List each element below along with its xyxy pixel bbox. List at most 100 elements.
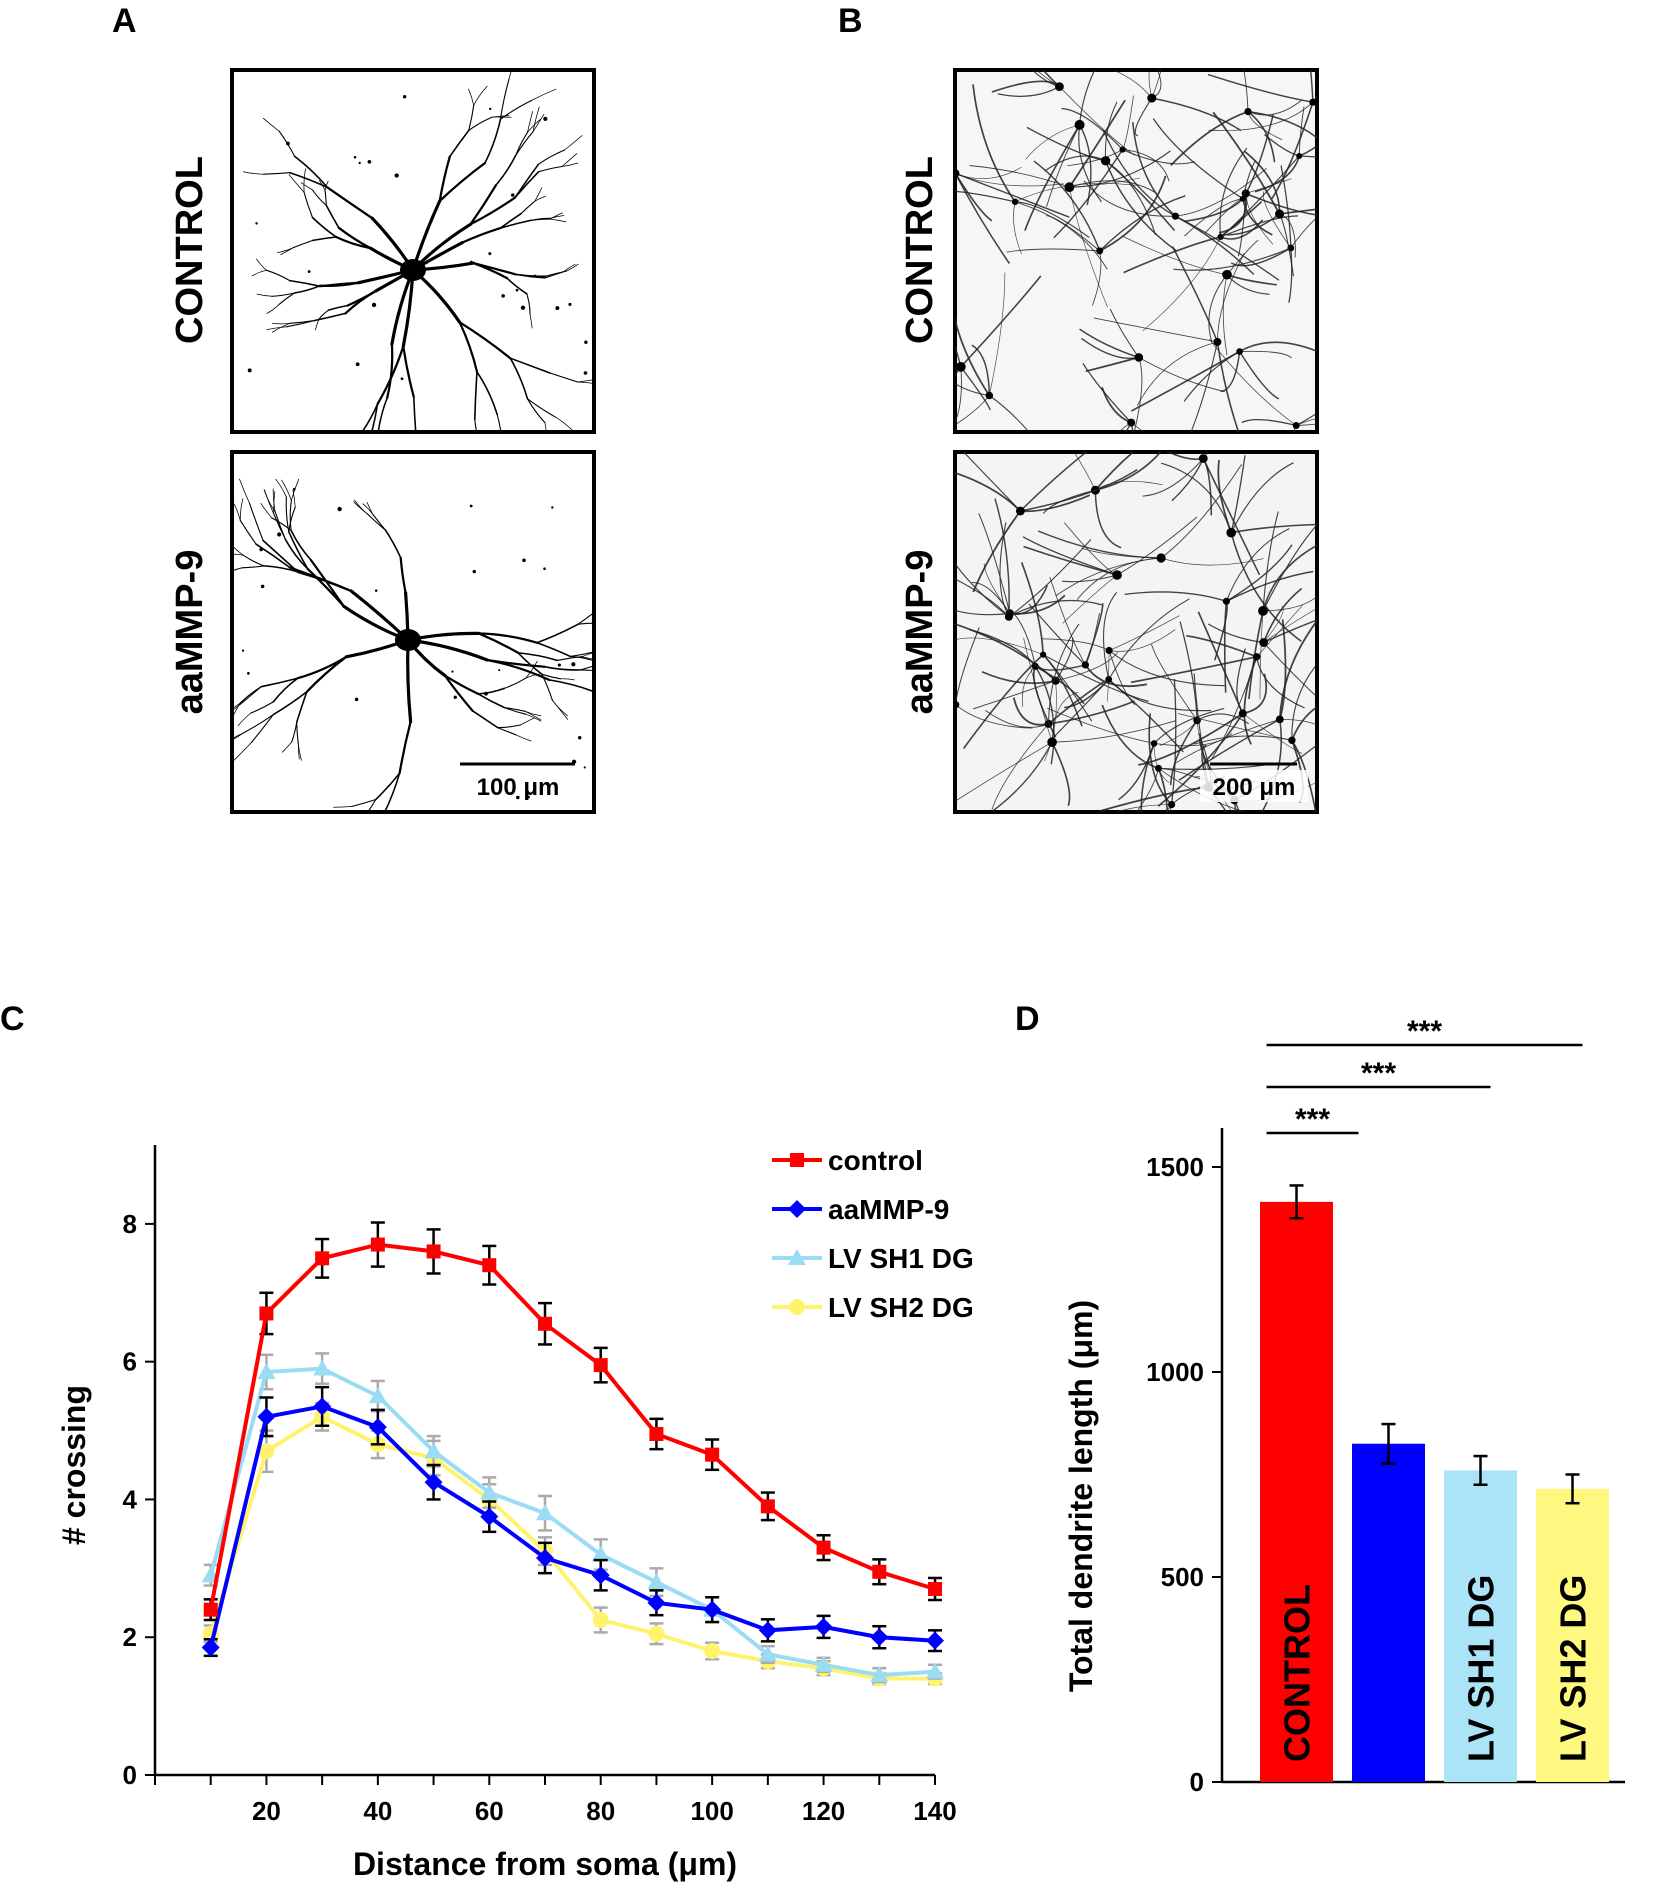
- c-legend-label: aaMMP-9: [828, 1194, 949, 1225]
- c-series-line: [208, 1414, 935, 1681]
- c-data-point: [816, 1540, 831, 1555]
- c-legend-marker: [788, 1249, 806, 1265]
- c-x-tick-label: 40: [363, 1796, 392, 1826]
- c-data-point: [758, 1621, 777, 1640]
- c-x-tick-label: 100: [690, 1796, 733, 1826]
- c-series-line: [208, 1404, 936, 1649]
- d-bar-label: CONTROL: [1277, 1584, 1318, 1762]
- c-data-point: [647, 1593, 666, 1612]
- c-data-point: [926, 1631, 944, 1650]
- c-data-point: [870, 1628, 889, 1647]
- d-bar: [1444, 1470, 1517, 1782]
- row-label-a-control: CONTROL: [169, 156, 211, 344]
- c-series-line: [208, 1366, 936, 1678]
- c-data-point: [257, 1407, 276, 1426]
- c-data-point: [705, 1447, 720, 1462]
- c-y-axis-title: # crossing: [56, 1385, 92, 1545]
- c-series-lv-sh2-dg: [202, 1401, 943, 1687]
- c-y-tick-label: 0: [123, 1760, 137, 1790]
- c-data-point: [315, 1251, 330, 1266]
- c-legend-label: LV SH1 DG: [828, 1243, 974, 1274]
- c-y-tick-label: 6: [123, 1347, 137, 1377]
- row-label-b-control: CONTROL: [899, 156, 941, 344]
- c-data-point: [426, 1244, 441, 1259]
- c-series-lv-sh1-dg: [201, 1352, 944, 1684]
- c-data-point: [424, 1442, 443, 1459]
- c-legend-marker: [789, 1299, 805, 1315]
- row-label-b-aammp9: aaMMP-9: [899, 550, 941, 715]
- c-x-tick-label: 120: [802, 1796, 845, 1826]
- c-legend-marker: [790, 1153, 804, 1167]
- c-legend-label: LV SH2 DG: [828, 1292, 974, 1323]
- c-data-point: [814, 1655, 833, 1672]
- c-data-point: [257, 1363, 276, 1379]
- neuron-image-aammp9: [232, 478, 594, 812]
- c-data-point: [872, 1564, 887, 1579]
- c-data-point: [259, 1306, 274, 1321]
- c-data-point: [536, 1504, 554, 1521]
- c-y-tick-label: 4: [123, 1484, 138, 1514]
- c-x-tick-label: 80: [586, 1796, 615, 1826]
- c-series-control: [203, 1221, 942, 1622]
- c-data-point: [424, 1473, 443, 1492]
- c-data-point: [313, 1397, 332, 1416]
- c-series-line: [208, 1242, 936, 1611]
- c-data-point: [258, 1443, 275, 1460]
- c-data-point: [647, 1573, 666, 1590]
- d-significance-stars: ***: [1361, 1057, 1396, 1090]
- d-bar-label: aaMMP-9: [1369, 1606, 1410, 1762]
- c-data-point: [201, 1638, 220, 1657]
- d-bar: [1352, 1443, 1425, 1782]
- chart-c-sholl-analysis: 0 2 4 6 8 20 40 60 80 100 120 140 Distance from soma…: [56, 1145, 974, 1882]
- c-data-point: [538, 1316, 552, 1331]
- panel-letter-a: A: [112, 2, 137, 40]
- d-bar: [1260, 1201, 1333, 1782]
- d-significance-stars: ***: [1295, 1103, 1330, 1136]
- panel-letter-d: D: [1015, 1000, 1040, 1038]
- c-series-aammp-9: [201, 1385, 944, 1658]
- d-y-tick-label: 0: [1190, 1767, 1204, 1797]
- c-y-tick-label: 8: [123, 1209, 137, 1239]
- neuron-image-control: [243, 70, 594, 432]
- d-significance-stars: ***: [1407, 1015, 1442, 1048]
- c-data-point: [480, 1507, 499, 1526]
- d-bar-label: LV SH1 DG: [1461, 1575, 1502, 1762]
- c-data-point: [814, 1617, 833, 1636]
- c-data-point: [704, 1643, 721, 1659]
- neuron-network-image-aammp9: [955, 452, 1317, 812]
- c-data-point: [313, 1359, 332, 1376]
- d-y-tick-label: 1500: [1146, 1152, 1204, 1182]
- row-label-a-aammp9: aaMMP-9: [169, 550, 211, 715]
- c-data-point: [760, 1499, 775, 1514]
- scale-bar-b-label: 200 μm: [1213, 774, 1296, 801]
- d-bar-label: LV SH2 DG: [1553, 1575, 1594, 1762]
- c-x-tick-label: 60: [475, 1796, 504, 1826]
- c-data-point: [592, 1612, 609, 1628]
- c-data-point: [370, 1237, 385, 1252]
- c-data-point: [648, 1625, 665, 1642]
- d-y-tick-label: 1000: [1146, 1357, 1204, 1387]
- c-data-point: [926, 1662, 944, 1679]
- c-data-point: [593, 1358, 608, 1373]
- scale-bar-a-label: 100 μm: [477, 774, 560, 801]
- micrograph-b-aammp9: [953, 450, 1319, 814]
- d-y-axis-title: Total dendrite length (μm): [1063, 1300, 1099, 1692]
- c-data-point: [703, 1600, 722, 1619]
- c-data-point: [480, 1483, 499, 1500]
- c-data-point: [482, 1258, 497, 1273]
- c-data-point: [591, 1566, 610, 1585]
- micrograph-a-control: [230, 68, 596, 434]
- d-y-tick-label: 500: [1161, 1562, 1204, 1592]
- panel-letter-b: B: [838, 2, 863, 40]
- c-data-point: [649, 1427, 664, 1441]
- chart-d-dendrite-length: 0 500 1000 1500 Total dendrite length (μm) CO…: [1063, 1015, 1625, 1797]
- c-data-point: [536, 1549, 554, 1567]
- c-data-point: [928, 1582, 942, 1596]
- c-x-tick-label: 20: [252, 1796, 281, 1826]
- panel-letter-c: C: [0, 1000, 25, 1038]
- c-data-point: [591, 1545, 610, 1562]
- c-legend-marker: [788, 1200, 806, 1218]
- c-y-tick-label: 2: [123, 1622, 137, 1652]
- c-data-point: [368, 1418, 387, 1437]
